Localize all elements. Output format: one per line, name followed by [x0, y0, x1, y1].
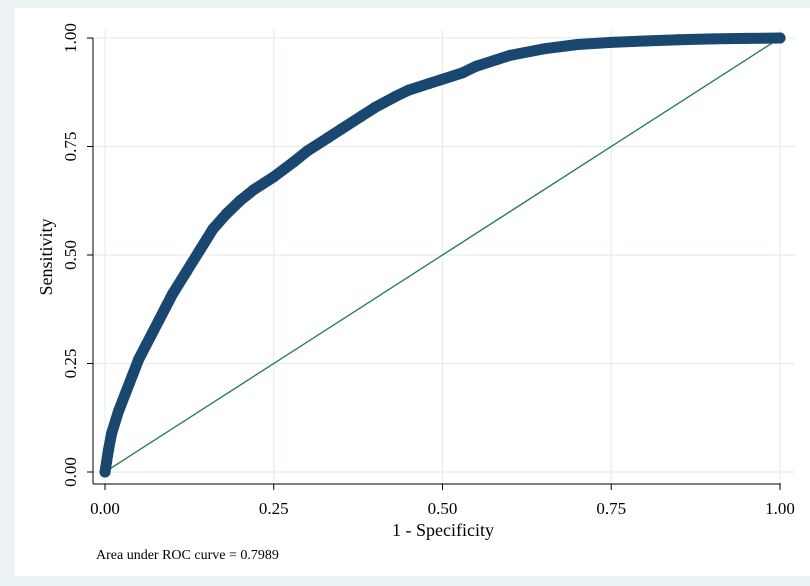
roc-point	[470, 60, 482, 72]
grid-lines	[93, 30, 795, 484]
x-tick-label: 0.00	[90, 499, 120, 518]
roc-point	[146, 327, 158, 339]
roc-point	[673, 34, 685, 46]
roc-point	[133, 353, 145, 365]
y-tick-label: 0.25	[61, 349, 80, 379]
roc-point	[740, 32, 752, 44]
roc-point	[423, 78, 435, 90]
roc-point	[207, 223, 219, 235]
roc-point	[248, 184, 259, 196]
roc-point	[538, 43, 550, 55]
roc-point	[369, 101, 381, 113]
axes	[92, 38, 781, 485]
reference-line	[104, 37, 781, 473]
roc-point	[356, 110, 367, 122]
roc-point	[99, 466, 111, 478]
roc-curve	[99, 32, 786, 478]
roc-point	[167, 288, 178, 300]
x-tick-label: 0.25	[259, 499, 289, 518]
roc-point	[639, 35, 651, 47]
y-tick-label: 0.50	[61, 240, 80, 270]
roc-point	[221, 208, 232, 220]
roc-point	[126, 371, 138, 383]
roc-point	[335, 123, 347, 135]
roc-point	[160, 301, 172, 313]
roc-point	[707, 33, 718, 45]
roc-point	[102, 444, 114, 456]
y-tick-label: 1.00	[61, 23, 80, 53]
roc-point	[113, 405, 124, 417]
reference-diagonal	[104, 37, 781, 473]
y-tick-label: 0.75	[61, 132, 80, 162]
roc-point	[491, 54, 502, 66]
roc-point	[457, 67, 469, 79]
roc-point	[389, 91, 401, 103]
y-ticks: 0.00 0.25 0.50 0.75 1.00	[61, 23, 93, 487]
roc-point	[268, 171, 280, 183]
x-tick-label: 0.75	[596, 499, 626, 518]
roc-point	[119, 388, 131, 400]
roc-point	[288, 156, 300, 168]
roc-point	[302, 145, 313, 157]
x-axis-title: 1 - Specificity	[392, 520, 494, 540]
auc-note: Area under ROC curve = 0.7989	[96, 548, 279, 563]
roc-point	[774, 32, 786, 44]
roc-point	[234, 195, 246, 207]
roc-point	[322, 132, 334, 144]
roc-point	[504, 49, 516, 61]
roc-point	[140, 340, 151, 352]
roc-point	[153, 314, 165, 326]
y-tick-label: 0.00	[61, 457, 80, 487]
plot-area	[15, 8, 810, 576]
roc-point	[605, 36, 617, 48]
roc-point	[572, 39, 583, 51]
roc-point	[403, 84, 415, 96]
x-tick-label: 0.50	[428, 499, 458, 518]
roc-point	[437, 73, 448, 85]
roc-point	[180, 266, 192, 278]
roc-point	[106, 427, 118, 439]
y-axis-title: Sensitivity	[36, 218, 56, 295]
x-tick-label: 1.00	[765, 499, 795, 518]
x-ticks: 0.00 0.25 0.50 0.75 1.00	[90, 484, 795, 518]
roc-point	[194, 245, 205, 257]
